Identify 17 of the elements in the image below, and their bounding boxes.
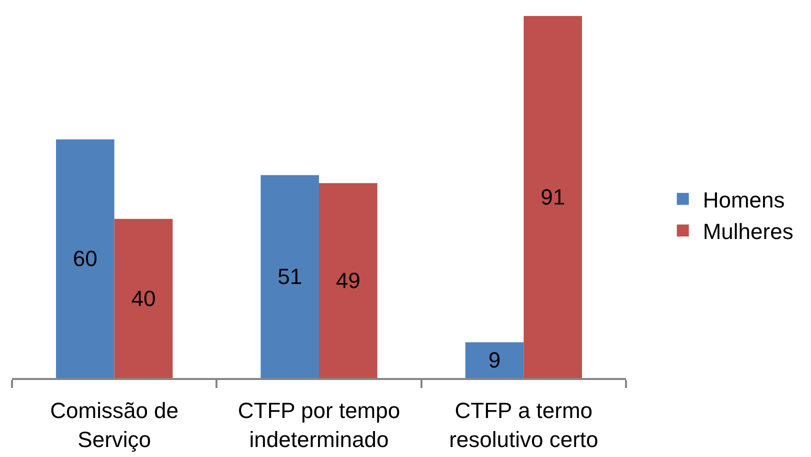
x-tick-label: Comissão de Serviço bbox=[50, 398, 179, 452]
data-label: 51 bbox=[278, 264, 302, 290]
bar bbox=[319, 183, 378, 378]
legend-label: Homens bbox=[702, 187, 785, 212]
legend-label: Mulheres bbox=[702, 219, 794, 244]
bar bbox=[114, 218, 173, 378]
data-label: 9 bbox=[488, 348, 501, 373]
data-label: 60 bbox=[72, 246, 98, 272]
bar bbox=[56, 139, 114, 378]
data-label: 40 bbox=[131, 286, 156, 311]
x-tick-label: CTFP a termo resolutivo certo bbox=[449, 398, 598, 452]
bar bbox=[465, 342, 524, 378]
bar bbox=[260, 175, 319, 378]
data-label: 49 bbox=[336, 268, 360, 294]
bar bbox=[524, 16, 582, 378]
x-tick-label: CTFP por tempo indeterminado bbox=[238, 398, 400, 452]
data-label: 91 bbox=[540, 184, 566, 210]
